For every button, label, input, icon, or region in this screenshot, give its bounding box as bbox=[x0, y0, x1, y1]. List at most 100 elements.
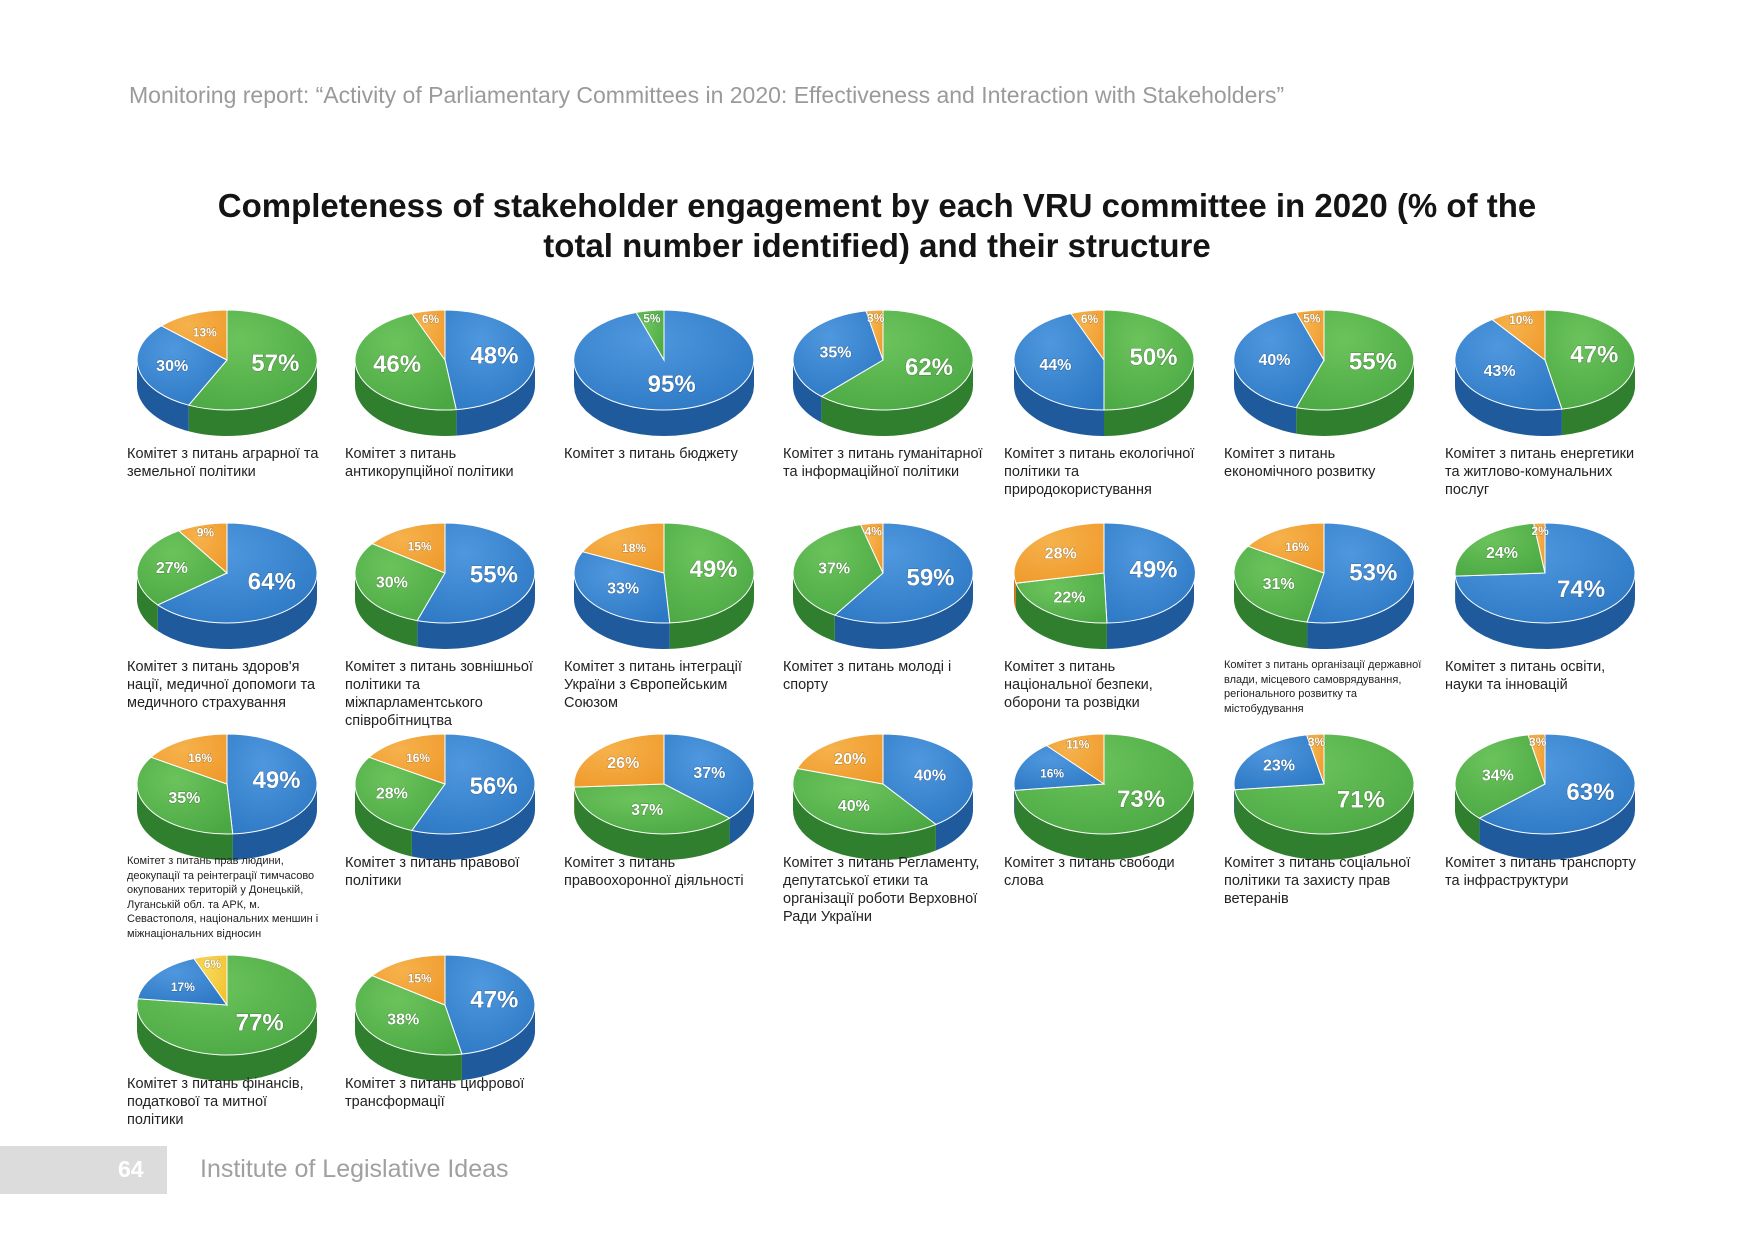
pie-slice bbox=[581, 522, 665, 574]
pie-slice bbox=[411, 309, 446, 362]
chart-title-line-2: total number identified) and their struc… bbox=[543, 227, 1211, 264]
pie-chart-item: 56% 28% 16% Комітет з питань правової політ… bbox=[343, 724, 548, 889]
committee-label: Комітет з питань фінансів, податкової та… bbox=[127, 1076, 304, 1128]
pie-chart: 71% 23% 3% bbox=[1233, 733, 1415, 860]
pie-chart-item: 64% 27% 9% Комітет з питань здоров'я нації,… bbox=[125, 513, 330, 711]
pie-data-label: 16% bbox=[188, 751, 212, 765]
pie-slice bbox=[371, 954, 446, 1006]
pie-chart: 59% 37% 4% bbox=[792, 522, 974, 649]
pie-slice-side bbox=[137, 1005, 317, 1081]
pie-data-label: 22% bbox=[1053, 589, 1085, 606]
pie-slice bbox=[1295, 309, 1325, 362]
pie-data-label: 40% bbox=[1258, 352, 1290, 369]
pie-data-label: 64% bbox=[248, 569, 296, 596]
pie-data-label: 74% bbox=[1557, 576, 1605, 603]
pie-slice-side bbox=[1106, 573, 1194, 649]
pie-data-label: 9% bbox=[197, 526, 215, 540]
pie-slice bbox=[136, 530, 228, 606]
pie-slice bbox=[792, 524, 884, 616]
pie-chart-item: 95% 5% Комітет з питань бюджету bbox=[562, 300, 767, 462]
pie-data-label: 28% bbox=[1045, 546, 1077, 563]
pie-data-label: 27% bbox=[156, 560, 188, 577]
pie-chart: 95% 5% bbox=[573, 309, 755, 436]
pie-slice bbox=[354, 975, 463, 1056]
pie-chart: 49% 33% 18% bbox=[573, 522, 755, 649]
pie-slice bbox=[1103, 309, 1195, 411]
pie-chart-item: 49% 22% 28% Комітет з питань національної б… bbox=[1002, 513, 1207, 711]
chart-title: Completeness of stakeholder engagement b… bbox=[150, 186, 1604, 266]
pie-slice-side bbox=[355, 784, 412, 857]
pie-chart: 55% 40% 5% bbox=[1233, 309, 1415, 436]
pie-slice-side bbox=[1104, 360, 1194, 436]
pie-data-label: 49% bbox=[689, 556, 737, 583]
committee-label: Комітет з питань соціальної політики та … bbox=[1224, 855, 1411, 907]
pie-chart-item: 71% 23% 3% Комітет з питань соціальної полі… bbox=[1222, 724, 1427, 907]
pie-chart: 49% 22% 28% bbox=[1013, 522, 1196, 649]
pie-slice-side bbox=[355, 573, 418, 647]
committee-label: Комітет з питань здоров'я нації, медично… bbox=[127, 659, 316, 711]
pie-chart-item: 55% 40% 5% Комітет з питань економічного ро… bbox=[1222, 300, 1427, 480]
pie-slice-side bbox=[834, 573, 973, 649]
pie-chart-item: 77% 17% 6% Комітет з питань фінансів, подат… bbox=[125, 945, 330, 1128]
committee-label: Комітет з питань інтеграції України з Єв… bbox=[564, 659, 742, 711]
committee-label: Комітет з питань енергетики та житлово-к… bbox=[1445, 446, 1635, 498]
pie-data-label: 44% bbox=[1039, 357, 1071, 374]
pie-chart-item: 74% 24% 2% Комітет з питань освіти, науки т… bbox=[1443, 513, 1648, 693]
pie-slice bbox=[1247, 522, 1325, 574]
pie-chart: 47% 43% 10% bbox=[1454, 309, 1636, 436]
pie-slice bbox=[859, 522, 884, 574]
pie-chart: 57% 30% 13% bbox=[136, 309, 318, 436]
pie-slice-side bbox=[1234, 360, 1297, 434]
committee-label: Комітет з питань екологічної політики та… bbox=[1004, 446, 1195, 498]
pie-data-label: 49% bbox=[1129, 557, 1177, 584]
pie-data-label: 24% bbox=[1486, 545, 1518, 562]
chart-title-line-1: Completeness of stakeholder engagement b… bbox=[217, 187, 1537, 224]
pie-slice-side bbox=[1234, 784, 1414, 860]
pie-data-label: 33% bbox=[607, 581, 639, 598]
pie-slice-side bbox=[793, 784, 936, 860]
pie-slice bbox=[136, 756, 234, 835]
pie-slice bbox=[354, 756, 446, 832]
pie-chart-item: 50% 44% 6% Комітет з питань екологічної пол… bbox=[1002, 300, 1207, 498]
pie-data-label: 56% bbox=[470, 773, 518, 800]
pie-slice bbox=[1013, 312, 1105, 411]
pie-slice-side bbox=[1014, 784, 1015, 817]
pie-slice bbox=[444, 309, 536, 411]
pie-chart: 64% 27% 9% bbox=[136, 522, 318, 649]
pie-data-label: 47% bbox=[1570, 341, 1618, 368]
pie-chart: 49% 35% 16% bbox=[136, 733, 318, 860]
pie-slice bbox=[882, 733, 974, 826]
page-number: 64 bbox=[118, 1156, 144, 1182]
pie-data-label: 55% bbox=[470, 561, 518, 588]
pie-slice bbox=[193, 954, 228, 1007]
pie-data-label: 5% bbox=[1303, 312, 1321, 326]
committee-label: Комітет з питань правоохоронної діяльнос… bbox=[564, 855, 744, 889]
committee-label: Комітет з питань Регламенту, депутатсько… bbox=[783, 855, 980, 925]
pie-slice bbox=[1233, 311, 1325, 409]
pie-chart: 55% 30% 15% bbox=[354, 522, 536, 649]
pie-data-label: 40% bbox=[914, 768, 946, 785]
pie-data-label: 71% bbox=[1337, 786, 1385, 813]
pie-chart: 56% 28% 16% bbox=[354, 733, 536, 860]
pie-slice bbox=[444, 954, 536, 1055]
pie-chart: 73% 16% 11% bbox=[1013, 733, 1195, 860]
pie-slice-side bbox=[157, 573, 317, 649]
pie-slice bbox=[371, 522, 446, 574]
pie-slice bbox=[1454, 522, 1546, 577]
pie-slice bbox=[796, 733, 884, 785]
pie-chart: 63% 34% 3% bbox=[1454, 733, 1636, 860]
pie-data-label: 15% bbox=[408, 539, 432, 553]
pie-slice bbox=[573, 551, 671, 624]
pie-chart-item: 47% 38% 15% Комітет з питань цифрової транс… bbox=[343, 945, 548, 1110]
pie-slice-side bbox=[1455, 360, 1562, 436]
pie-slice bbox=[354, 543, 446, 622]
pie-data-label: 43% bbox=[1484, 363, 1516, 380]
pie-slice-side bbox=[1234, 573, 1308, 649]
pie-data-label: 40% bbox=[838, 798, 870, 815]
pie-slice bbox=[663, 522, 755, 624]
pie-data-label: 16% bbox=[406, 751, 430, 765]
pie-slice-side bbox=[1014, 784, 1194, 860]
committee-label: Комітет з питань прав людини, деокупації… bbox=[127, 855, 319, 940]
pie-data-label: 6% bbox=[1081, 312, 1099, 326]
pie-chart: 47% 38% 15% bbox=[354, 954, 536, 1081]
